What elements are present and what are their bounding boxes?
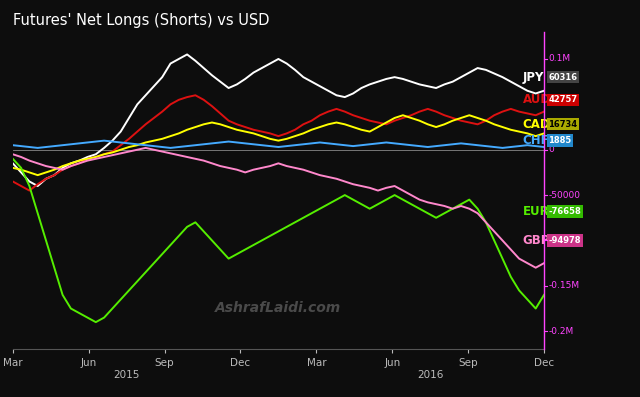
Text: -0.15M: -0.15M [548,281,580,290]
Text: CHF: CHF [523,134,549,147]
Text: 2016: 2016 [417,370,444,380]
Text: -94978: -94978 [548,236,581,245]
Text: -0.1M: -0.1M [548,236,574,245]
Text: -50000: -50000 [548,191,580,200]
Text: AshrafLaidi.com: AshrafLaidi.com [215,301,342,315]
Text: 60316: 60316 [548,73,578,82]
Text: 2015: 2015 [113,370,140,380]
Text: 42757: 42757 [548,95,578,104]
Text: 0: 0 [548,145,554,154]
Text: 0.1M: 0.1M [548,54,571,64]
Text: JPY: JPY [523,71,544,84]
Text: CAD: CAD [523,118,550,131]
Text: EUR: EUR [523,205,550,218]
Text: GBP: GBP [523,234,550,247]
Text: Futures' Net Longs (Shorts) vs USD: Futures' Net Longs (Shorts) vs USD [13,13,269,28]
Text: -76658: -76658 [548,207,581,216]
Text: AUD: AUD [523,93,551,106]
Text: -0.2M: -0.2M [548,327,573,336]
Text: 1885: 1885 [548,136,572,145]
Text: 16734: 16734 [548,120,578,129]
